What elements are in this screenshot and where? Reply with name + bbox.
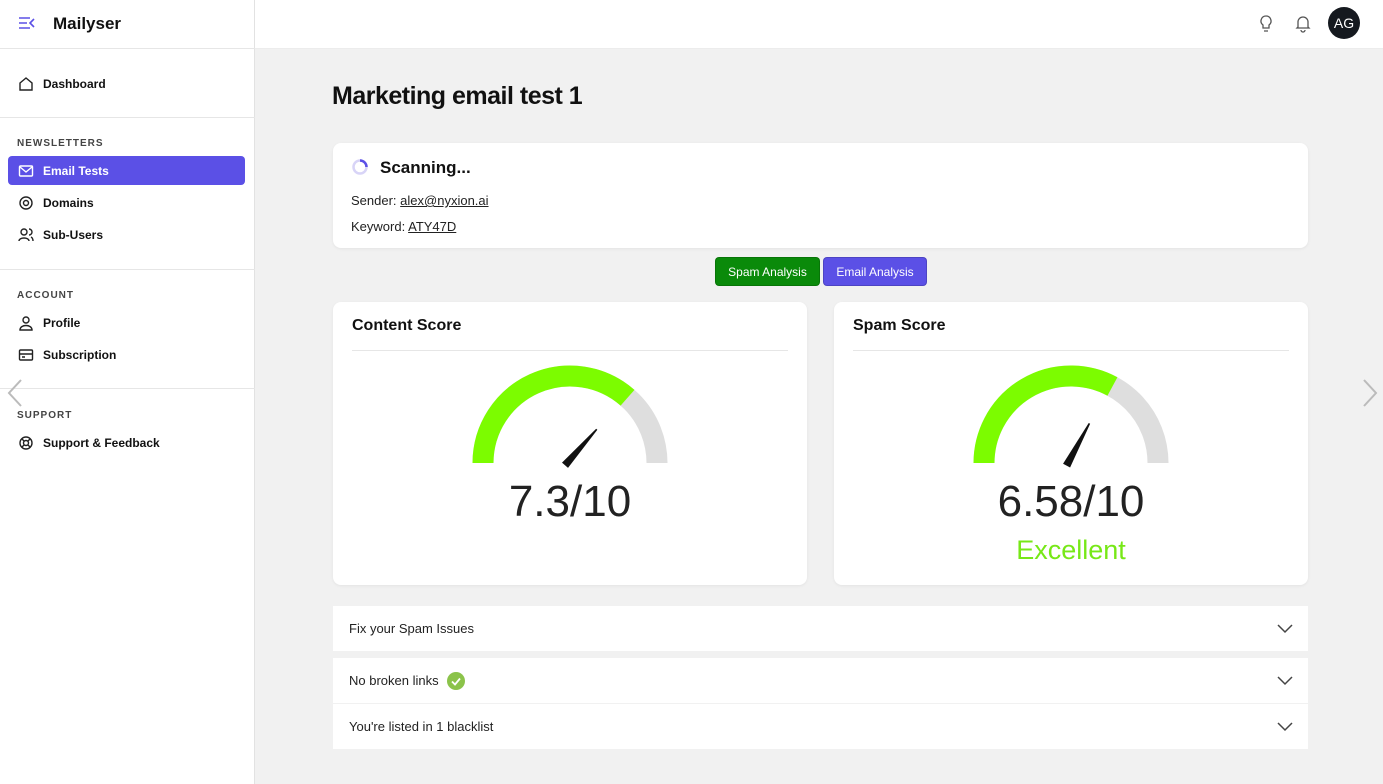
chevron-path [1277,624,1293,634]
gauge-fill [472,365,635,464]
notifications-button[interactable] [1295,14,1311,34]
icon [18,228,34,242]
nav-item[interactable]: Profile [8,308,245,337]
keyword-row: Keyword: ATY47D [351,219,456,234]
accordion-label: Fix your Spam Issues [349,621,474,636]
section-title: SUPPORT [17,410,73,421]
chevron-path [1277,722,1293,732]
menu-toggle[interactable] [18,15,36,31]
nav-label: Sub-Users [43,227,104,242]
icon [19,77,33,91]
nav-label: Subscription [43,347,117,362]
icon [18,165,34,177]
ok-circle [446,671,465,690]
keyword-label: Keyword: [351,219,406,234]
score-value: 7.3/10 [508,477,632,526]
card-divider [352,350,788,351]
nav-label: Email Tests [43,163,109,178]
gauge [973,365,1169,468]
card-title: Spam Score [853,317,946,334]
nav-item[interactable]: Dashboard [8,69,245,98]
spam-analysis-tab[interactable]: Spam Analysis [715,257,820,286]
icon [19,316,33,331]
user-avatar[interactable]: AG [1328,7,1360,39]
gauge-fill [973,365,1118,464]
gauge [472,365,668,468]
keyword-link[interactable]: ATY47D [408,219,457,234]
icon [18,349,34,361]
nav-item[interactable]: Support & Feedback [8,428,245,457]
chevron-path [1277,676,1293,686]
sender-label: Sender: [351,193,397,208]
divider [0,48,255,49]
score-value: 6.58/10 [997,477,1145,526]
page-title: Marketing email test 1 [332,82,583,110]
sidebar: Mailyser Dashboard NEWSLETTERS Email Tes… [0,0,255,784]
nav-item[interactable]: Email Tests [8,156,245,185]
divider [0,269,255,270]
nav-label: Profile [43,315,81,330]
gauge-needle [1063,423,1091,468]
nav-label: Dashboard [43,76,106,91]
nav-item[interactable]: Subscription [8,340,245,369]
ok-check [450,677,461,686]
nav-label: Support & Feedback [43,435,160,450]
card-title: Content Score [352,317,462,334]
section-title: ACCOUNT [17,290,74,301]
chevron [1277,676,1293,686]
accordion-label: No broken links [349,673,439,688]
divider [0,117,255,118]
scan-card: Scanning... Sender: alex@nyxion.ai Keywo… [333,143,1308,248]
email-analysis-tab[interactable]: Email Analysis [823,257,927,286]
brand: Mailyser [53,14,122,33]
nav-label: Domains [43,195,94,210]
section-title: NEWSLETTERS [17,138,104,149]
nav-item[interactable]: Sub-Users [8,220,245,249]
accordion-row[interactable]: Fix your Spam Issues [333,606,1308,651]
accordion-label: You're listed in 1 blacklist [349,719,494,734]
score-rating: Excellent [1016,535,1126,565]
scan-status: Scanning... [380,158,471,177]
gauge-needle [562,428,598,468]
nav-item[interactable]: Domains [8,188,245,217]
chevron [1277,722,1293,732]
sender-row: Sender: alex@nyxion.ai [351,193,489,208]
divider [0,388,255,389]
sender-link[interactable]: alex@nyxion.ai [400,193,489,208]
prev-arrow[interactable] [6,378,24,408]
next-arrow[interactable] [1361,378,1379,408]
accordion-row[interactable]: No broken links [333,658,1308,703]
icon [19,196,33,210]
top-bar: AG [255,0,1383,49]
score-card: Content Score 7.3/10 [333,302,807,585]
card-divider [853,350,1289,351]
spinner [352,159,368,175]
score-card: Spam Score 6.58/10 Excellent [834,302,1308,585]
chevron [1277,624,1293,634]
tips-button[interactable] [1258,14,1274,34]
icon [19,436,33,450]
accordion-row[interactable]: You're listed in 1 blacklist [333,704,1308,749]
ok-icon [446,671,465,690]
